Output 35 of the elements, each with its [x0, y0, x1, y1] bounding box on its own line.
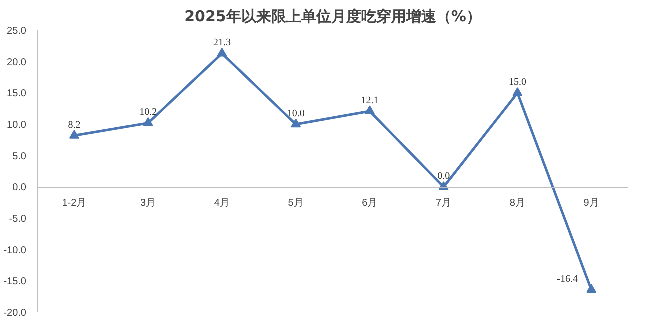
- point: [438, 181, 449, 190]
- point: [143, 118, 154, 126]
- y-tick-label: 0.0: [12, 182, 27, 194]
- point: [291, 118, 302, 128]
- data-label: 15.0: [508, 77, 526, 88]
- x-tick-label: 3月: [140, 198, 156, 210]
- y-tick-label: 25.0: [7, 26, 27, 37]
- x-tick-label: 8月: [510, 198, 526, 210]
- data-label: 0.0: [438, 171, 450, 182]
- point: [69, 130, 80, 139]
- point: [364, 106, 375, 114]
- x-tick-label: 7月: [436, 198, 452, 210]
- y-tick-label: 10.0: [7, 120, 27, 131]
- point: [586, 284, 597, 294]
- y-tick-label: 20.0: [7, 57, 27, 68]
- x-tick-label: 1-2月: [62, 198, 87, 210]
- y-tick-label: 5.0: [12, 151, 27, 162]
- point: [217, 48, 228, 57]
- chart-title: 2025年以来限上单位月度吃穿用增速（%）: [184, 8, 482, 26]
- x-tick-label: 9月: [584, 198, 600, 210]
- x-tick-label: 4月: [214, 198, 230, 210]
- y-tick-label: -20.0: [4, 308, 27, 319]
- x-tick-label: 6月: [362, 198, 378, 210]
- data-label: -16.4: [557, 274, 578, 285]
- x-tick-label: 5月: [288, 198, 304, 210]
- point: [512, 87, 523, 96]
- y-tick-label: -10.0: [4, 245, 27, 256]
- y-tick-label: -15.0: [4, 276, 27, 288]
- data-label: 8.2: [68, 120, 81, 131]
- data-label: 12.1: [361, 95, 379, 106]
- y-tick-label: -5.0: [9, 214, 27, 225]
- data-label: 10.0: [287, 108, 305, 120]
- data-label: 10.2: [140, 107, 158, 118]
- y-tick-label: 15.0: [7, 88, 27, 100]
- data-label: 21.3: [213, 38, 231, 49]
